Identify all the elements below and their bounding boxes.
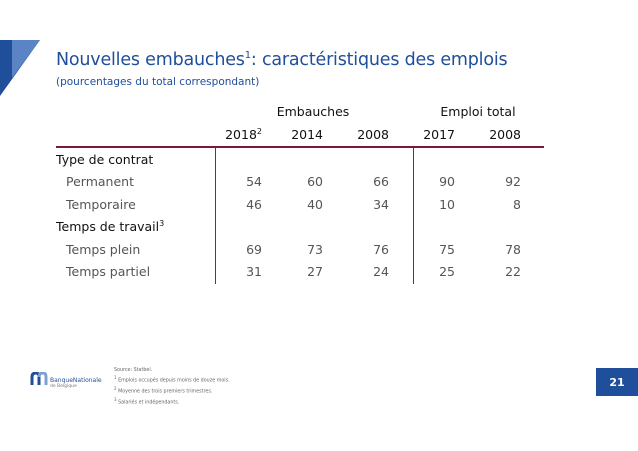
table-cell: 60 [307, 174, 323, 189]
page-number: 21 [596, 368, 638, 396]
table-cell: 54 [246, 174, 262, 189]
bank-logo-text: BanqueNationale de Belgique [50, 377, 102, 389]
bank-logo-icon [30, 372, 48, 385]
table-cell: 78 [505, 242, 521, 257]
table-cell: 76 [373, 242, 389, 257]
table-cell: 40 [307, 197, 323, 212]
table-cell: 75 [439, 242, 455, 257]
table-cell: 10 [439, 197, 455, 212]
footnote: 1 Emplois occupés depuis moins de douze … [114, 375, 230, 384]
table-cell: 46 [246, 197, 262, 212]
table-cell: 27 [307, 264, 323, 279]
column-header: 2008 [357, 127, 389, 142]
footnote-source: Source: Statbel. [114, 368, 153, 373]
column-header: 2008 [489, 127, 521, 142]
column-header: 2017 [423, 127, 455, 142]
table-cell: 25 [439, 264, 455, 279]
row-label: Permanent [66, 174, 134, 189]
column-header: 20182 [225, 127, 262, 142]
column-group-header: Embauches [276, 104, 350, 119]
page-title: Nouvelles embauches1: caractéristiques d… [56, 50, 508, 70]
row-label: Temps partiel [66, 264, 151, 279]
footnotes: Source: Statbel. 1 Emplois occupés depui… [114, 367, 230, 407]
header-rule [56, 146, 544, 148]
column-divider [215, 148, 216, 284]
table-cell: 69 [246, 242, 262, 257]
section-header: Temps de travail3 [56, 219, 165, 234]
table-cell: 73 [307, 242, 323, 257]
table-cell: 34 [373, 197, 389, 212]
column-group-header: Emploi total [440, 104, 516, 119]
row-label: Temps plein [66, 242, 141, 257]
table-cell: 8 [513, 197, 521, 212]
footnote: 2 Moyenne des trois premiers trimestres. [114, 386, 213, 395]
table-cell: 22 [505, 264, 521, 279]
column-divider [413, 148, 414, 284]
footnote: 3 Salariés et indépendants. [114, 396, 180, 406]
table-cell: 92 [505, 174, 521, 189]
corner-decoration [0, 40, 40, 96]
table-cell: 66 [373, 174, 389, 189]
page-subtitle: (pourcentages du total correspondant) [56, 76, 260, 88]
row-label: Temporaire [66, 197, 136, 212]
table-cell: 90 [439, 174, 455, 189]
column-header: 2014 [291, 127, 323, 142]
table-cell: 24 [373, 264, 389, 279]
table-cell: 31 [246, 264, 262, 279]
section-header: Type de contrat [56, 152, 154, 167]
